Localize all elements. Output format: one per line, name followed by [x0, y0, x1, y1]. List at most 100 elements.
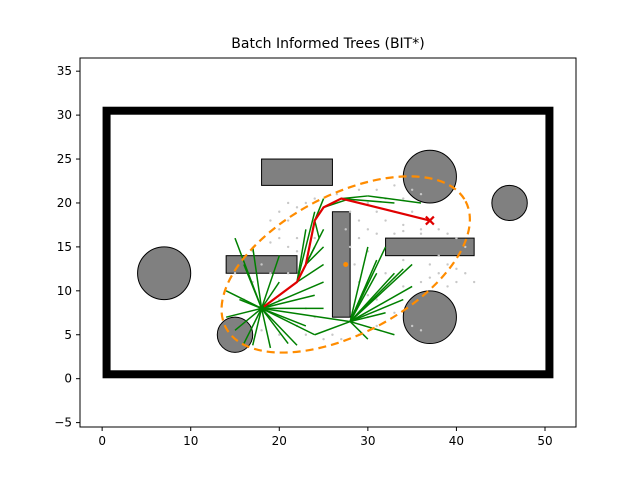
- sample-point: [286, 201, 290, 205]
- sample-point: [304, 201, 308, 205]
- y-tick-label: −5: [54, 416, 72, 430]
- tree-edge: [367, 195, 422, 204]
- tree-edge: [251, 308, 263, 346]
- sample-point: [269, 241, 272, 244]
- tree-edge: [225, 307, 262, 318]
- plot-frame: [79, 57, 577, 428]
- y-tick-label: 15: [57, 240, 72, 254]
- y-tick-label: 20: [57, 196, 72, 210]
- plot-content: [102, 106, 554, 379]
- informed-ellipse: [220, 175, 471, 354]
- circle-obstacle: [137, 246, 192, 301]
- sample-point: [348, 210, 352, 213]
- tree-edge: [261, 307, 351, 323]
- x-tick-label: 20: [272, 434, 287, 448]
- sample-point: [269, 272, 272, 275]
- sample-point: [437, 228, 440, 231]
- tree-edge: [260, 281, 280, 309]
- y-tick-label: 0: [64, 372, 72, 386]
- rect-obstacle: [261, 158, 333, 186]
- sample-point: [260, 263, 263, 266]
- sample-point: [375, 210, 378, 213]
- sample-point: [304, 333, 308, 336]
- sample-point: [410, 210, 414, 213]
- tree-edge: [260, 255, 280, 309]
- sample-point: [331, 333, 334, 336]
- sample-point: [278, 228, 281, 231]
- sample-point: [428, 276, 432, 279]
- sample-point: [278, 210, 281, 213]
- tree-edge: [349, 268, 404, 323]
- tree-edge: [261, 294, 315, 310]
- y-tick-label: 35: [57, 64, 72, 78]
- x-tick-label: 0: [98, 434, 106, 448]
- tree-edge: [261, 307, 316, 336]
- tree-edge: [349, 281, 369, 322]
- tree-edge: [314, 320, 351, 336]
- sample-point: [260, 329, 263, 332]
- sample-point: [375, 188, 378, 191]
- sample-point: [446, 285, 449, 288]
- tree-edge: [296, 229, 307, 283]
- sample-point: [313, 236, 316, 240]
- tree-edge: [296, 211, 316, 283]
- tree-edge: [349, 321, 369, 340]
- sample-point: [384, 272, 387, 275]
- sample-point: [437, 254, 440, 257]
- sample-point: [419, 329, 423, 332]
- sample-point: [446, 263, 449, 266]
- sample-point: [366, 294, 370, 297]
- sample-point: [357, 219, 361, 222]
- sample-point: [410, 324, 414, 328]
- sample-point: [464, 245, 467, 249]
- sample-point: [295, 236, 299, 240]
- x-tick-label: 30: [360, 434, 375, 448]
- sample-point: [269, 219, 272, 222]
- sample-point: [455, 267, 458, 271]
- sample-point: [446, 232, 449, 235]
- sample-point: [353, 263, 356, 266]
- sample-point: [348, 245, 352, 249]
- sample-point: [233, 272, 237, 275]
- axis-ticks: 0 10 20 30 40 50 −5 0 5 10 15 20 25 30 35: [54, 64, 552, 448]
- tree-edge: [239, 298, 262, 310]
- sample-point: [344, 228, 347, 231]
- y-tick-label: 25: [57, 152, 72, 166]
- sample-point: [295, 250, 299, 253]
- sample-point: [366, 201, 370, 205]
- plot-area: [80, 58, 576, 427]
- sample-point: [278, 333, 281, 336]
- tree-edge: [305, 246, 325, 265]
- tree-edge: [349, 246, 369, 322]
- rect-obstacle: [331, 211, 351, 318]
- sample-point: [428, 263, 432, 266]
- circle-obstacle: [402, 149, 457, 204]
- sample-point: [393, 311, 396, 314]
- y-tick-label: 30: [57, 108, 72, 122]
- sample-point: [286, 219, 290, 222]
- sample-point: [384, 219, 387, 222]
- sample-point: [357, 236, 361, 240]
- sample-point: [375, 298, 378, 301]
- sample-point: [278, 236, 281, 240]
- tree-edge: [261, 307, 298, 346]
- tree-edge: [349, 312, 386, 323]
- solution-path: [260, 197, 431, 310]
- sample-point: [295, 206, 299, 209]
- sample-point: [375, 232, 378, 235]
- sample-point: [340, 337, 343, 341]
- goal-marker: [425, 215, 435, 226]
- tree-edge: [349, 285, 413, 323]
- tree-edge: [261, 281, 324, 310]
- sample-point: [419, 228, 423, 231]
- y-tick-label: 10: [57, 284, 72, 298]
- sample-point: [402, 197, 405, 200]
- sample-point: [419, 280, 423, 284]
- tree-edge: [341, 197, 395, 204]
- y-tick-label: 5: [64, 328, 72, 342]
- sample-point: [419, 192, 423, 196]
- sample-point: [393, 232, 396, 235]
- sample-point: [455, 280, 458, 284]
- tree-edge: [260, 307, 289, 344]
